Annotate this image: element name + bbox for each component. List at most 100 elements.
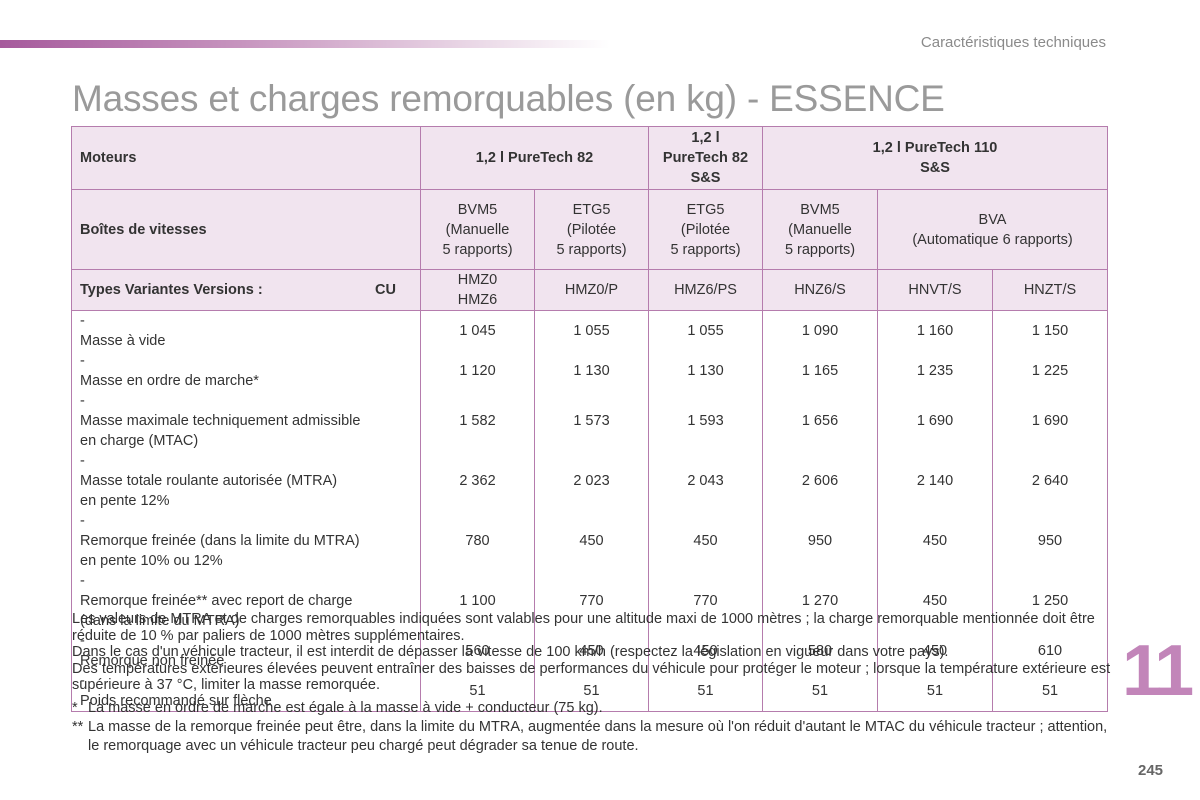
row-label: -Remorque freinée** avec report de charg… [71,571,421,631]
gearbox-row: Boîtes de vitesses BVM5 (Manuelle 5 rappor… [71,189,1109,270]
value-cell: 51 [420,671,535,712]
value-cell: 2 362 [420,451,535,511]
value-cell: 950 [991,511,1109,571]
gearbox-cell: ETG5 (Pilotée 5 rapports) [534,189,649,270]
gearbox-cell: BVM5 (Manuelle 5 rapports) [762,189,878,270]
value-cell: 2 640 [991,451,1109,511]
value-cell: 1 090 [762,310,878,351]
value-cell: 780 [420,511,535,571]
footnote-text: La masse en ordre de marche est égale à … [88,699,603,716]
table-row: -Masse maximale techniquement admissible… [71,391,1109,451]
footnote: ** La masse de la remorque freinée peut … [72,718,1112,756]
value-cell: 1 225 [991,351,1109,391]
value-cell: 2 606 [762,451,878,511]
value-cell: 1 656 [762,391,878,451]
footnote-mark: * [72,699,78,716]
note-paragraph: Les valeurs de MTRA et de charges remorq… [72,611,1095,644]
value-cell: 1 690 [877,391,993,451]
type-cell: HNZT/S [991,269,1109,311]
type-cell: HMZ0/P [534,269,649,311]
row-label: -Masse en ordre de marche* [71,351,421,391]
chapter-number: 11 [1122,631,1194,711]
value-cell: 610 [991,631,1109,671]
footnote-text: La masse de la remorque freinée peut êtr… [88,718,1108,754]
value-cell: 1 582 [420,391,535,451]
engine-header: 1,2 l PureTech 110 S&S [761,126,1109,190]
value-cell: 1 130 [648,351,763,391]
types-row: Types Variantes Versions : CU HMZ0 HMZ6 HM… [71,269,1109,311]
value-cell: 450 [534,511,649,571]
row-label: -Poids recommandé sur flèche [71,671,421,712]
note-paragraph: Des températures extérieures élevées peu… [72,660,1111,694]
row-label: -Remorque freinée (dans la limite du MTR… [71,511,421,571]
note-paragraph: Dans le cas d'un véhicule tracteur, il e… [72,644,949,660]
value-cell: 450 [877,511,993,571]
page-title: Masses et charges remorquables (en kg) -… [72,78,945,119]
type-cell: HMZ6/PS [648,269,763,311]
header-accent-bar [0,40,610,48]
value-cell: 1 593 [648,391,763,451]
value-cell: 2 043 [648,451,763,511]
value-cell: 1 130 [534,351,649,391]
value-cell: 450 [534,631,649,671]
value-cell: 1 120 [420,351,535,391]
value-cell: 450 [877,631,993,671]
value-cell: 770 [648,571,763,631]
table-row: -Remorque freinée** avec report de charg… [71,571,1109,631]
footnote-mark: ** [72,718,84,735]
value-cell: 1 235 [877,351,993,391]
value-cell: 1 573 [534,391,649,451]
engine-header: 1,2 l PureTech 82 [420,126,649,190]
value-cell: 560 [420,631,535,671]
footnote: * La masse en ordre de marche est égale … [72,699,1112,718]
value-cell: 1 045 [420,310,535,351]
value-cell: 1 100 [420,571,535,631]
value-cell: 2 023 [534,451,649,511]
gearbox-cell: BVM5 (Manuelle 5 rapports) [420,189,535,270]
gearbox-label: Boîtes de vitesses [71,189,421,270]
value-cell: 1 160 [877,310,993,351]
value-cell: 1 250 [991,571,1109,631]
value-cell: 51 [648,671,763,712]
row-label: -Masse totale roulante autorisée (MTRA) e… [71,451,421,511]
value-cell: 450 [648,631,763,671]
gearbox-cell: BVA (Automatique 6 rapports) [876,189,1109,270]
type-cell: HNZ6/S [762,269,878,311]
value-cell: 1 055 [534,310,649,351]
value-cell: 51 [877,671,993,712]
section-label: Caractéristiques techniques [920,34,1106,51]
value-cell: 1 055 [648,310,763,351]
value-cell: 450 [877,571,993,631]
value-cell: 950 [762,511,878,571]
value-cell: 450 [648,511,763,571]
footnotes: * La masse en ordre de marche est égale … [72,699,1112,756]
type-cell: HMZ0 HMZ6 [420,269,535,311]
gearbox-cell: ETG5 (Pilotée 5 rapports) [648,189,763,270]
value-cell: 2 140 [877,451,993,511]
value-cell: 1 150 [991,310,1109,351]
engine-header: 1,2 l PureTech 82 S&S [648,126,763,190]
row-label: -Masse maximale techniquement admissible… [71,391,421,451]
specs-table: Moteurs 1,2 l PureTech 82 1,2 l PureTech … [71,126,1109,712]
types-label-cell: Types Variantes Versions : CU [71,269,421,311]
notes-block: Les valeurs de MTRA et de charges remorq… [72,611,1112,756]
value-cell: 51 [534,671,649,712]
row-label: -Masse à vide [71,310,421,351]
engines-row: Moteurs 1,2 l PureTech 82 1,2 l PureTech … [71,126,1109,190]
table-row: -Remorque non freinée 560 450 450 580 45… [71,631,1109,671]
page-number: 245 [1138,762,1164,779]
row-label: -Remorque non freinée [71,631,421,671]
value-cell: 770 [534,571,649,631]
value-cell: 51 [991,671,1109,712]
value-cell: 1 270 [762,571,878,631]
table-row: -Masse totale roulante autorisée (MTRA) e… [71,451,1109,511]
value-cell: 1 165 [762,351,878,391]
types-cu: CU [375,282,396,298]
table-row: -Poids recommandé sur flèche 51 51 51 51… [71,671,1109,712]
engines-label: Moteurs [71,126,421,190]
table-row: -Masse à vide 1 045 1 055 1 055 1 090 1 … [71,310,1109,351]
types-label: Types Variantes Versions : [80,282,263,298]
value-cell: 51 [762,671,878,712]
table-row: -Remorque freinée (dans la limite du MTR… [71,511,1109,571]
value-cell: 1 690 [991,391,1109,451]
